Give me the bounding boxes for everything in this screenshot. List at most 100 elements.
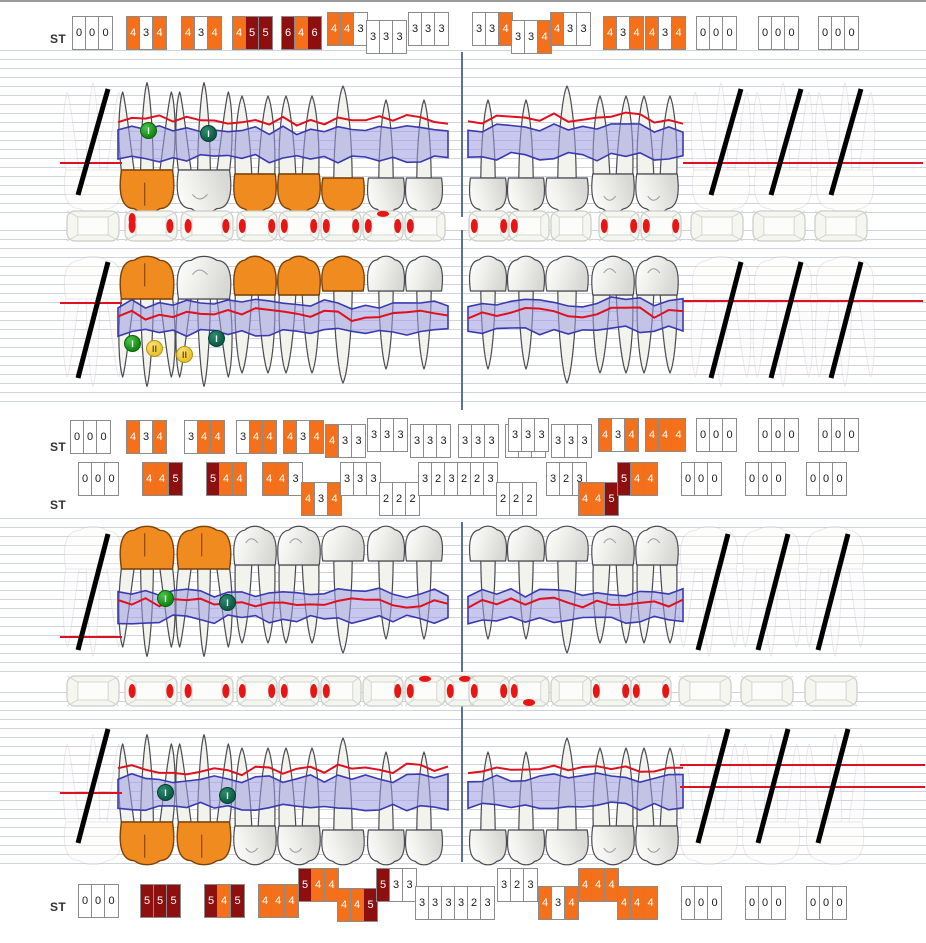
pocket-depth-cell[interactable]: 4 [326, 425, 339, 457]
pocket-depth-cell[interactable]: 0 [832, 419, 845, 451]
occlusal-box-upper-occlusal-0[interactable] [66, 210, 120, 242]
pocket-depth-cell[interactable]: 3 [512, 21, 525, 53]
occlusal-box-lower-occlusal-16[interactable] [804, 675, 858, 707]
pocket-depth-cell[interactable]: 3 [547, 463, 560, 495]
furcation-marker-1[interactable]: I [200, 125, 217, 142]
pocket-depth-cell[interactable]: 3 [380, 21, 393, 53]
pocket-depth-cell[interactable]: 0 [79, 885, 92, 917]
pocket-depth-cell[interactable]: 5 [167, 885, 180, 917]
pocket-depth-cell[interactable]: 0 [772, 17, 785, 49]
pocket-depth-cell[interactable]: 0 [723, 17, 736, 49]
pocket-depth-cell[interactable]: 2 [458, 463, 471, 495]
pocket-depth-cell[interactable]: 3 [577, 13, 590, 45]
occlusal-box-upper-occlusal-9[interactable] [508, 210, 550, 242]
pocket-depth-cell[interactable]: 3 [416, 887, 429, 919]
occlusal-box-lower-occlusal-4[interactable] [278, 675, 320, 707]
pocket-depth-cell[interactable]: 3 [659, 17, 672, 49]
pocket-depth-cell[interactable]: 0 [772, 419, 785, 451]
pocket-depth-cell[interactable]: 6 [308, 17, 321, 49]
pocket-depth-cell[interactable]: 5 [154, 885, 167, 917]
pocket-depth-cell[interactable]: 3 [445, 463, 458, 495]
pocket-depth-cell[interactable]: 0 [86, 17, 99, 49]
pocket-depth-cell[interactable]: 4 [295, 17, 308, 49]
pocket-depth-cell[interactable]: 4 [284, 421, 297, 453]
pocket-depth-cell[interactable]: 3 [437, 425, 450, 457]
pocket-depth-cell[interactable]: 4 [263, 421, 276, 453]
pocket-depth-cell[interactable]: 3 [289, 463, 302, 495]
pocket-depth-cell[interactable]: 3 [535, 419, 548, 451]
pocket-depth-cell[interactable]: 4 [646, 419, 659, 451]
pocket-depth-cell[interactable]: 0 [92, 463, 105, 495]
pocket-depth-cell[interactable]: 3 [552, 425, 565, 457]
pocket-depth-cell[interactable]: 3 [297, 421, 310, 453]
pocket-depth-cell[interactable]: 5 [377, 869, 390, 901]
pocket-depth-cell[interactable]: 5 [169, 463, 182, 495]
pocket-depth-cell[interactable]: 0 [833, 463, 846, 495]
furcation-marker-7[interactable]: I [219, 594, 236, 611]
pocket-depth-cell[interactable]: 4 [630, 17, 643, 49]
pocket-depth-cell[interactable]: 0 [746, 463, 759, 495]
furcation-marker-2[interactable]: I [124, 335, 141, 352]
pocket-depth-cell[interactable]: 3 [393, 21, 406, 53]
pocket-depth-cell[interactable]: 4 [538, 21, 551, 53]
pocket-depth-cell[interactable]: 0 [697, 419, 710, 451]
occlusal-box-upper-occlusal-5[interactable] [320, 210, 362, 242]
pocket-depth-cell[interactable]: 3 [419, 463, 432, 495]
pocket-depth-cell[interactable]: 4 [599, 419, 612, 451]
pocket-depth-cell[interactable]: 3 [422, 13, 435, 45]
pocket-depth-cell[interactable]: 4 [539, 887, 552, 919]
pocket-depth-cell[interactable]: 3 [185, 421, 198, 453]
occlusal-box-upper-occlusal-3[interactable] [236, 210, 278, 242]
pocket-depth-cell[interactable]: 0 [807, 463, 820, 495]
pocket-depth-cell[interactable]: 0 [99, 17, 112, 49]
pocket-depth-cell[interactable]: 4 [579, 869, 592, 901]
pocket-depth-cell[interactable]: 0 [710, 419, 723, 451]
occlusal-box-upper-occlusal-2[interactable] [180, 210, 234, 242]
occlusal-box-lower-occlusal-15[interactable] [740, 675, 794, 707]
pocket-depth-cell[interactable]: 5 [618, 463, 631, 495]
pocket-depth-cell[interactable]: 3 [481, 887, 494, 919]
occlusal-box-lower-occlusal-0[interactable] [66, 675, 120, 707]
pocket-depth-cell[interactable]: 3 [612, 419, 625, 451]
pocket-depth-cell[interactable]: 0 [759, 17, 772, 49]
occlusal-box-upper-occlusal-7[interactable] [404, 210, 446, 242]
pocket-depth-cell[interactable]: 2 [497, 483, 510, 515]
pocket-depth-cell[interactable]: 4 [276, 463, 289, 495]
occlusal-box-upper-occlusal-12[interactable] [640, 210, 682, 242]
pocket-depth-cell[interactable]: 4 [646, 17, 659, 49]
pocket-depth-cell[interactable]: 4 [285, 885, 298, 917]
pocket-depth-cell[interactable]: 0 [845, 419, 858, 451]
pocket-depth-cell[interactable]: 4 [618, 887, 631, 919]
pocket-depth-cell[interactable]: 0 [695, 887, 708, 919]
pocket-depth-cell[interactable]: 4 [672, 419, 685, 451]
pocket-depth-cell[interactable]: 3 [237, 421, 250, 453]
pocket-depth-cell[interactable]: 3 [565, 425, 578, 457]
pocket-depth-cell[interactable]: 4 [259, 885, 272, 917]
furcation-marker-8[interactable]: I [157, 784, 174, 801]
pocket-depth-cell[interactable]: 4 [310, 421, 323, 453]
occlusal-box-lower-occlusal-13[interactable] [630, 675, 672, 707]
pocket-depth-cell[interactable]: 3 [578, 425, 591, 457]
pocket-depth-cell[interactable]: 3 [435, 13, 448, 45]
